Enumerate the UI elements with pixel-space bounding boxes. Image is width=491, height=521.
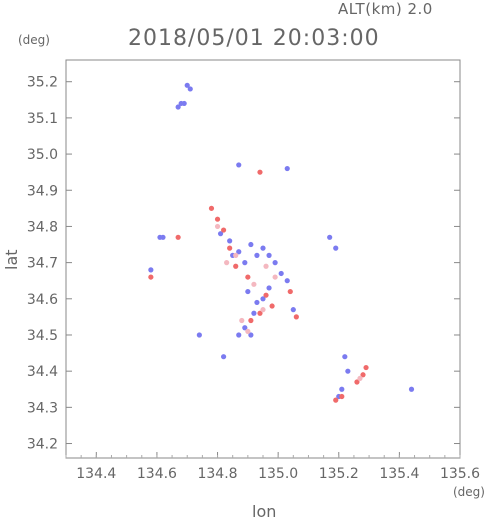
y-tick-label: 35.2	[27, 75, 58, 91]
red-echo-point	[263, 292, 269, 298]
pink-echo-point	[245, 328, 251, 334]
red-echo-point	[293, 314, 299, 320]
x-tick-label: 134.6	[137, 466, 177, 482]
y-axis-unit: (deg)	[18, 33, 50, 47]
blue-echo-point	[187, 86, 193, 92]
blue-echo-point	[196, 332, 202, 338]
red-echo-point	[221, 227, 227, 233]
blue-echo-point	[333, 245, 339, 251]
pink-echo-point	[239, 317, 245, 324]
red-echo-point	[214, 216, 221, 222]
red-echo-point	[339, 393, 345, 400]
x-axis-unit: (deg)	[453, 485, 485, 499]
blue-echo-point	[408, 386, 415, 392]
red-echo-point	[227, 245, 233, 251]
red-echo-point	[363, 364, 369, 371]
red-echo-point	[287, 288, 293, 295]
red-echo-point	[257, 169, 263, 175]
blue-echo-point	[284, 278, 290, 284]
pink-echo-point	[357, 375, 363, 381]
blue-echo-point	[254, 252, 260, 258]
blue-echo-point	[242, 325, 248, 331]
red-echo-point	[233, 263, 239, 269]
red-echo-point	[175, 234, 181, 240]
y-tick-label: 34.2	[27, 437, 58, 453]
y-tick-label: 35.0	[27, 147, 58, 163]
y-tick-label: 34.9	[27, 183, 58, 199]
red-echo-point	[248, 317, 254, 324]
blue-echo-point	[284, 165, 290, 172]
altitude-label: ALT(km) 2.0	[338, 0, 433, 18]
x-tick-label: 135.4	[379, 466, 419, 482]
blue-echo-point	[342, 354, 348, 360]
x-tick-label: 135.6	[440, 466, 480, 482]
blue-echo-point	[178, 100, 184, 107]
red-echo-point	[354, 379, 360, 385]
y-tick-label: 35.1	[27, 111, 58, 127]
red-echo-point	[208, 205, 215, 211]
x-axis-label: lon	[252, 502, 277, 521]
blue-echo-point	[272, 260, 278, 266]
pink-echo-point	[214, 223, 221, 230]
blue-echo-point	[184, 82, 190, 88]
y-tick-label: 34.5	[27, 328, 58, 344]
pink-echo-point	[260, 307, 266, 313]
y-tick-label: 34.3	[27, 400, 58, 416]
blue-echo-point	[260, 245, 266, 251]
blue-echo-point	[160, 234, 166, 240]
echo-points-layer	[148, 82, 415, 403]
blue-echo-point	[266, 252, 272, 258]
blue-echo-point	[327, 234, 333, 240]
red-echo-point	[269, 303, 275, 309]
y-tick-label: 34.8	[27, 219, 58, 235]
blue-echo-point	[221, 354, 227, 360]
blue-echo-point	[236, 249, 242, 255]
blue-echo-point	[175, 104, 181, 110]
x-tick-label: 135.0	[258, 466, 298, 482]
x-tick-label: 134.8	[197, 466, 237, 482]
x-axis-ticks: 134.4 134.6 134.8 135.0 135.2 135.4 135.6	[65, 452, 480, 482]
blue-echo-point	[242, 260, 248, 266]
pink-echo-point	[233, 252, 239, 258]
x-tick-label: 134.4	[76, 466, 116, 482]
blue-echo-point	[217, 231, 224, 237]
blue-echo-point	[260, 296, 266, 302]
blue-echo-point	[339, 386, 345, 392]
plot-frame	[65, 59, 461, 459]
blue-echo-point	[148, 267, 154, 273]
red-echo-point	[333, 397, 339, 403]
red-echo-point	[148, 274, 154, 280]
blue-echo-point	[245, 288, 251, 295]
y-tick-label: 34.7	[27, 256, 58, 272]
red-echo-point	[245, 274, 251, 280]
blue-echo-point	[248, 332, 254, 338]
blue-echo-point	[236, 162, 242, 168]
x-tick-label: 135.2	[319, 466, 359, 482]
blue-echo-point	[290, 307, 296, 313]
red-echo-point	[257, 310, 263, 316]
pink-echo-point	[272, 274, 278, 280]
pink-echo-point	[251, 281, 257, 287]
blue-echo-point	[254, 299, 260, 306]
y-tick-label: 34.6	[27, 292, 58, 308]
blue-echo-point	[248, 241, 254, 248]
pink-echo-point	[224, 260, 230, 266]
blue-echo-point	[251, 310, 257, 316]
blue-echo-point	[278, 270, 284, 277]
pink-echo-point	[263, 263, 269, 269]
blue-echo-point	[345, 368, 351, 374]
y-tick-label: 34.4	[27, 364, 58, 380]
red-echo-point	[360, 372, 366, 378]
timestamp-title: 2018/05/01 20:03:00	[128, 26, 380, 51]
y-axis-ticks: 34.2 34.3 34.4 34.5 34.6 34.7 34.8 34.9 35.0 35.1…	[27, 75, 460, 453]
blue-echo-point	[236, 332, 242, 338]
blue-echo-point	[227, 238, 233, 244]
blue-echo-point	[266, 285, 272, 291]
